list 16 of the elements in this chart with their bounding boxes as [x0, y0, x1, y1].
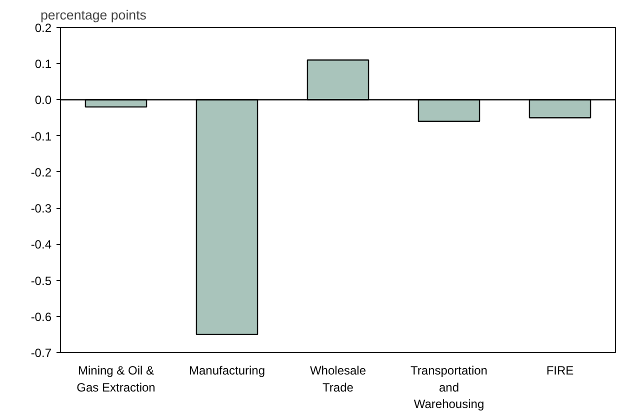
- y-tick-label: -0.3: [30, 202, 52, 216]
- y-tick-label: -0.2: [30, 165, 52, 180]
- y-tick-label: -0.6: [30, 310, 52, 324]
- y-tick-label: -0.4: [30, 238, 52, 252]
- x-tick-label: Manufacturing: [188, 364, 266, 378]
- x-tick-label: Mining & Oil & Gas Extraction: [76, 364, 156, 394]
- y-axis-title: percentage points: [40, 8, 147, 22]
- y-tick-label: 0.0: [34, 93, 52, 108]
- y-tick-label: -0.7: [30, 346, 52, 360]
- y-tick-label: -0.5: [30, 274, 52, 288]
- y-tick-label: 0.1: [34, 57, 52, 72]
- x-tick-label: Transportation and Warehousing: [410, 364, 488, 412]
- x-tick-label: FIRE: [546, 364, 574, 378]
- y-tick-label: -0.1: [30, 129, 52, 144]
- y-tick-label: 0.2: [34, 21, 52, 35]
- x-tick-label: Wholesale Trade: [310, 364, 366, 394]
